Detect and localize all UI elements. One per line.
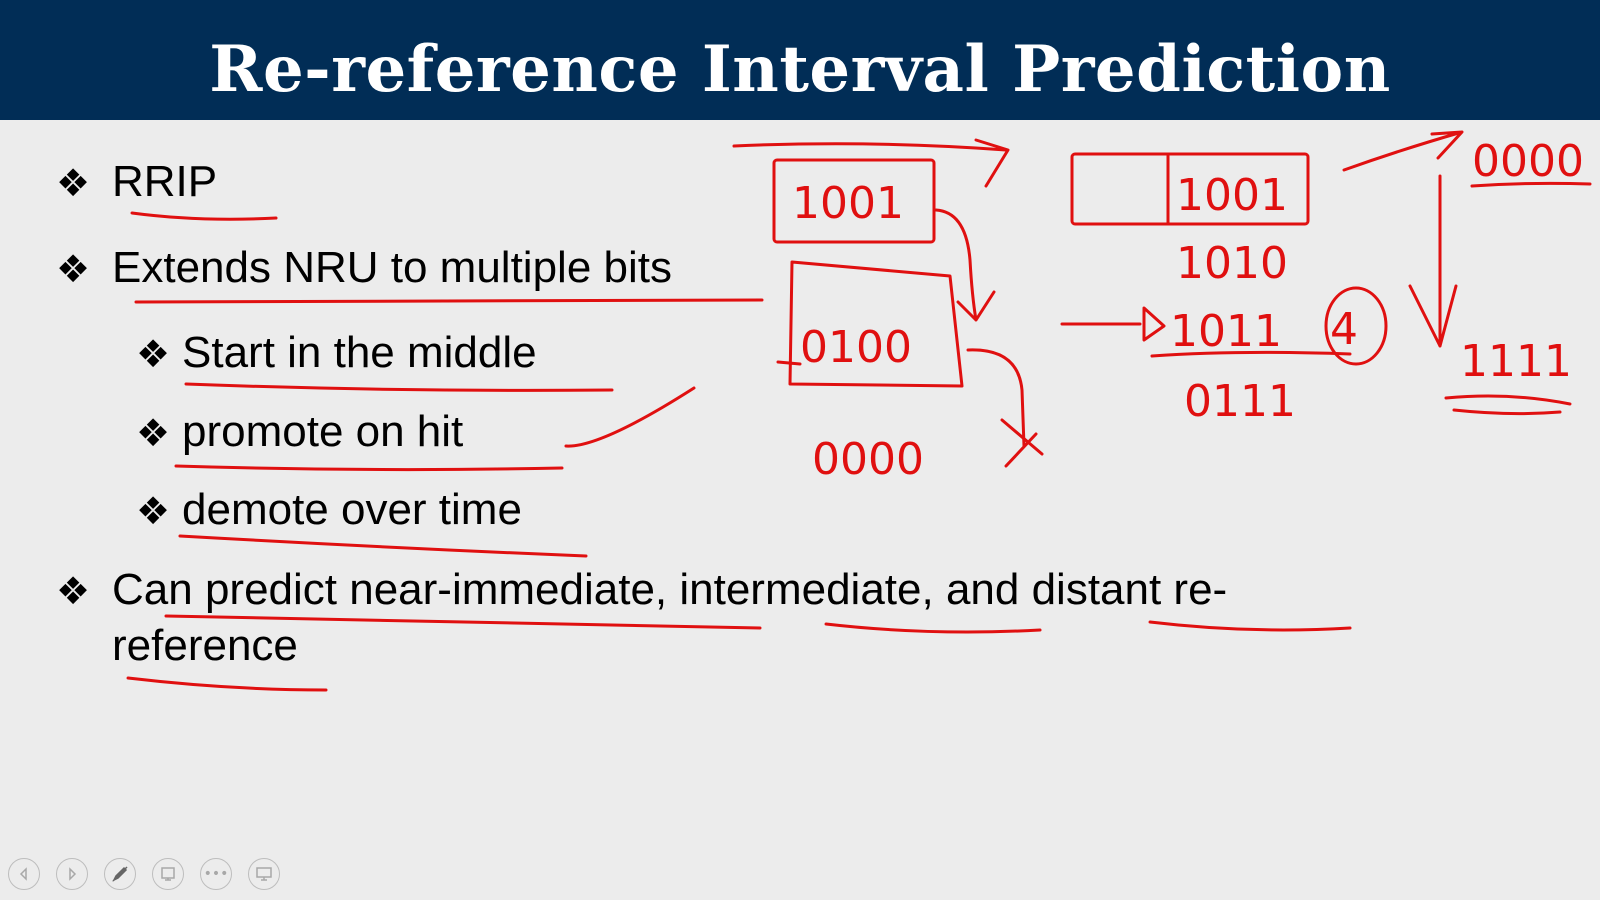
sub-bullet-promote-on-hit: ❖ promote on hit bbox=[136, 404, 463, 461]
box-c bbox=[1070, 152, 1310, 226]
bullet-text: Can predict near-immediate, intermediate… bbox=[112, 565, 1228, 670]
underline-start bbox=[184, 382, 614, 392]
box-a bbox=[772, 158, 936, 244]
bullet-marker: ❖ bbox=[136, 489, 171, 533]
next-button[interactable] bbox=[56, 858, 88, 890]
bullet-marker: ❖ bbox=[56, 569, 91, 613]
slide-title: Re-reference Interval Prediction bbox=[209, 32, 1391, 107]
c-divider-line bbox=[1150, 350, 1352, 358]
top-right-underline bbox=[1470, 181, 1592, 188]
circle-four bbox=[1324, 286, 1388, 366]
bullet-marker: ❖ bbox=[56, 247, 91, 291]
pen-icon bbox=[112, 866, 128, 882]
bottom-right-label: 1111 bbox=[1460, 336, 1572, 387]
checkmark bbox=[564, 386, 696, 448]
bullet-text: promote on hit bbox=[182, 407, 464, 456]
cross-mark bbox=[1000, 418, 1044, 468]
bullet-marker: ❖ bbox=[136, 411, 171, 455]
bullet-rrip: ❖ RRIP bbox=[56, 154, 217, 211]
bullet-extends-nru: ❖ Extends NRU to multiple bits bbox=[56, 240, 672, 297]
bullet-can-predict: ❖ Can predict near-immediate, intermediat… bbox=[56, 562, 1356, 674]
top-arrow bbox=[732, 138, 1010, 188]
bullet-text: Extends NRU to multiple bits bbox=[112, 243, 672, 292]
box-c-label: 1001 bbox=[1176, 170, 1288, 221]
arrow-a-to-b bbox=[934, 208, 996, 322]
c-circled-label: 4 bbox=[1330, 304, 1358, 355]
bullet-marker: ❖ bbox=[136, 332, 171, 376]
bullet-text: Start in the middle bbox=[182, 328, 537, 377]
bullet-marker: ❖ bbox=[56, 161, 91, 205]
next-icon bbox=[69, 867, 77, 881]
arrow-b-down bbox=[966, 348, 1026, 448]
title-bar bbox=[0, 0, 1600, 120]
bullet-text: demote over time bbox=[182, 485, 522, 534]
underline-extends bbox=[134, 298, 764, 304]
presentation-toolbar: ••• bbox=[8, 858, 280, 892]
sub-bullet-start-middle: ❖ Start in the middle bbox=[136, 325, 537, 382]
presenter-view-icon bbox=[256, 867, 272, 881]
sub-bullet-demote-over-time: ❖ demote over time bbox=[136, 482, 522, 539]
box-a-label: 1001 bbox=[792, 178, 904, 229]
presenter-view-button[interactable] bbox=[248, 858, 280, 890]
top-right-label: 0000 bbox=[1472, 136, 1584, 187]
pen-button[interactable] bbox=[104, 858, 136, 890]
more-button[interactable]: ••• bbox=[200, 858, 232, 890]
underline-reference bbox=[126, 676, 328, 692]
box-b-label: 0100 bbox=[800, 322, 912, 373]
arrow-to-c-line2 bbox=[1060, 306, 1166, 342]
underline-rrip bbox=[130, 211, 278, 221]
below-b-label: 0000 bbox=[812, 434, 924, 485]
previous-icon bbox=[19, 867, 27, 881]
box-b bbox=[776, 260, 964, 388]
c-line3-label: 0111 bbox=[1184, 376, 1296, 427]
slide-sorter-button[interactable] bbox=[152, 858, 184, 890]
bullet-text: RRIP bbox=[112, 157, 218, 206]
c-line1-label: 1010 bbox=[1176, 238, 1288, 289]
up-right-arrow bbox=[1342, 130, 1464, 172]
underline-demote bbox=[178, 534, 588, 558]
c-line2-label: 1011 bbox=[1170, 306, 1282, 357]
slide-sorter-icon bbox=[161, 867, 175, 881]
previous-button[interactable] bbox=[8, 858, 40, 890]
down-arrow bbox=[1408, 174, 1458, 348]
bottom-right-underline bbox=[1444, 394, 1572, 416]
underline-promote bbox=[174, 464, 564, 472]
